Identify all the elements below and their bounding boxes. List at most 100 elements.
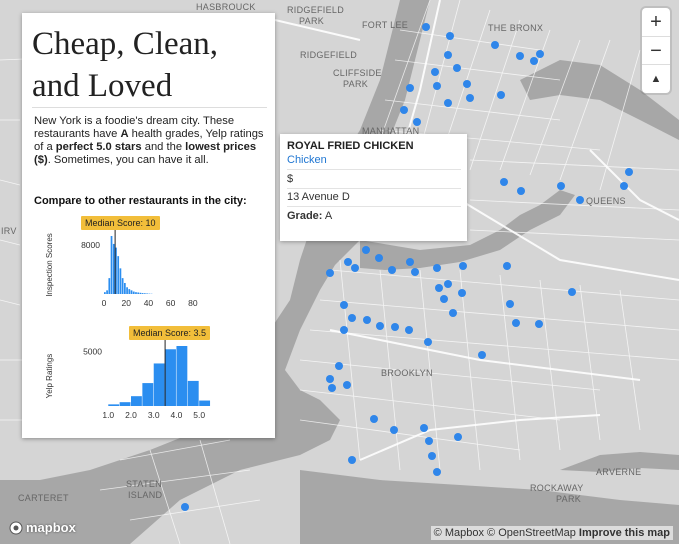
restaurant-marker[interactable]: [406, 84, 414, 92]
x-tick-label: 2.0: [125, 410, 137, 420]
desc-part: health grades, Yelp ratings of a: [34, 128, 264, 153]
restaurant-marker[interactable]: [413, 118, 421, 126]
restaurant-marker[interactable]: [425, 437, 433, 445]
restaurant-marker[interactable]: [405, 326, 413, 334]
histogram-bar: [121, 278, 124, 294]
price-row: $: [287, 169, 461, 189]
restaurant-category-link[interactable]: Chicken: [287, 154, 327, 166]
restaurant-marker[interactable]: [506, 300, 514, 308]
improve-map-link[interactable]: Improve this map: [578, 527, 670, 539]
restaurant-marker[interactable]: [444, 280, 452, 288]
restaurant-marker[interactable]: [449, 309, 457, 317]
restaurant-marker[interactable]: [453, 64, 461, 72]
restaurant-marker[interactable]: [568, 288, 576, 296]
restaurant-marker[interactable]: [512, 319, 520, 327]
mapbox-logo-icon: [9, 521, 23, 534]
mapbox-logo[interactable]: mapbox: [9, 520, 76, 535]
zoom-in-button[interactable]: +: [650, 10, 662, 33]
restaurant-marker[interactable]: [466, 94, 474, 102]
histogram-bar: [176, 346, 188, 406]
x-tick-label: 5.0: [193, 410, 205, 420]
restaurant-marker[interactable]: [376, 322, 384, 330]
restaurant-marker[interactable]: [576, 196, 584, 204]
restaurant-marker[interactable]: [328, 384, 336, 392]
compass-button[interactable]: ▲: [642, 64, 670, 93]
restaurant-marker[interactable]: [433, 264, 441, 272]
label-rockaway: ROCKAWAY: [530, 483, 584, 493]
restaurant-marker[interactable]: [363, 316, 371, 324]
restaurant-marker[interactable]: [446, 32, 454, 40]
desc-grade: A: [120, 128, 129, 140]
restaurant-marker[interactable]: [536, 50, 544, 58]
restaurant-marker[interactable]: [375, 254, 383, 262]
restaurant-marker[interactable]: [517, 187, 525, 195]
median-value: 10: [145, 218, 156, 228]
restaurant-marker[interactable]: [343, 381, 351, 389]
info-panel: Cheap, Clean, and Loved New York is a fo…: [22, 13, 275, 438]
restaurant-marker[interactable]: [440, 295, 448, 303]
restaurant-popup[interactable]: ROYAL FRIED CHICKEN Chicken $ 13 Avenue …: [280, 134, 467, 241]
address-row: 13 Avenue D: [287, 188, 461, 207]
restaurant-marker[interactable]: [478, 351, 486, 359]
restaurant-marker[interactable]: [625, 168, 633, 176]
attribution-mapbox-link[interactable]: © Mapbox: [433, 527, 484, 539]
restaurant-marker[interactable]: [390, 426, 398, 434]
label-queens: QUEENS: [586, 196, 626, 206]
restaurant-marker[interactable]: [391, 323, 399, 331]
restaurant-marker[interactable]: [335, 362, 343, 370]
restaurant-marker[interactable]: [422, 23, 430, 31]
restaurant-marker[interactable]: [458, 289, 466, 297]
restaurant-marker[interactable]: [557, 182, 565, 190]
restaurant-marker[interactable]: [463, 80, 471, 88]
label-carteret: CARTERET: [18, 493, 69, 503]
histogram-bar: [124, 283, 126, 294]
restaurant-marker[interactable]: [370, 415, 378, 423]
restaurant-marker[interactable]: [500, 178, 508, 186]
histogram-bar: [135, 292, 137, 294]
restaurant-marker[interactable]: [406, 258, 414, 266]
restaurant-marker[interactable]: [431, 68, 439, 76]
attribution-osm-link[interactable]: © OpenStreetMap: [487, 527, 576, 539]
restaurant-marker[interactable]: [344, 258, 352, 266]
label-staten: STATEN: [126, 479, 162, 489]
restaurant-marker[interactable]: [400, 106, 408, 114]
restaurant-marker[interactable]: [620, 182, 628, 190]
restaurant-marker[interactable]: [433, 82, 441, 90]
divider: [32, 107, 267, 108]
restaurant-marker[interactable]: [340, 326, 348, 334]
histogram-bar: [106, 290, 108, 294]
zoom-out-button[interactable]: −: [642, 36, 670, 65]
restaurant-marker[interactable]: [351, 264, 359, 272]
restaurant-marker[interactable]: [497, 91, 505, 99]
restaurant-marker[interactable]: [326, 269, 334, 277]
restaurant-marker[interactable]: [326, 375, 334, 383]
restaurant-marker[interactable]: [388, 266, 396, 274]
restaurant-marker[interactable]: [530, 57, 538, 65]
restaurant-marker[interactable]: [424, 338, 432, 346]
restaurant-marker[interactable]: [362, 246, 370, 254]
restaurant-marker[interactable]: [516, 52, 524, 60]
label-ridgefield-park: RIDGEFIELD: [287, 5, 344, 15]
restaurant-marker[interactable]: [420, 424, 428, 432]
restaurant-marker[interactable]: [340, 301, 348, 309]
restaurant-marker[interactable]: [428, 452, 436, 460]
restaurant-marker[interactable]: [433, 468, 441, 476]
restaurant-marker[interactable]: [444, 51, 452, 59]
restaurant-marker[interactable]: [535, 320, 543, 328]
restaurant-marker[interactable]: [491, 41, 499, 49]
histogram-bar: [115, 247, 117, 294]
restaurant-marker[interactable]: [181, 503, 189, 511]
label-ridgefield: RIDGEFIELD: [300, 50, 357, 60]
restaurant-marker[interactable]: [348, 456, 356, 464]
restaurant-marker[interactable]: [503, 262, 511, 270]
restaurant-marker[interactable]: [444, 99, 452, 107]
restaurant-marker[interactable]: [411, 268, 419, 276]
restaurant-marker[interactable]: [459, 262, 467, 270]
x-tick-label: 4.0: [171, 410, 183, 420]
restaurant-marker[interactable]: [435, 284, 443, 292]
restaurant-marker[interactable]: [454, 433, 462, 441]
histogram-bar: [132, 291, 135, 294]
restaurant-marker[interactable]: [348, 314, 356, 322]
median-badge-inspection: Median Score: 10: [81, 216, 160, 230]
